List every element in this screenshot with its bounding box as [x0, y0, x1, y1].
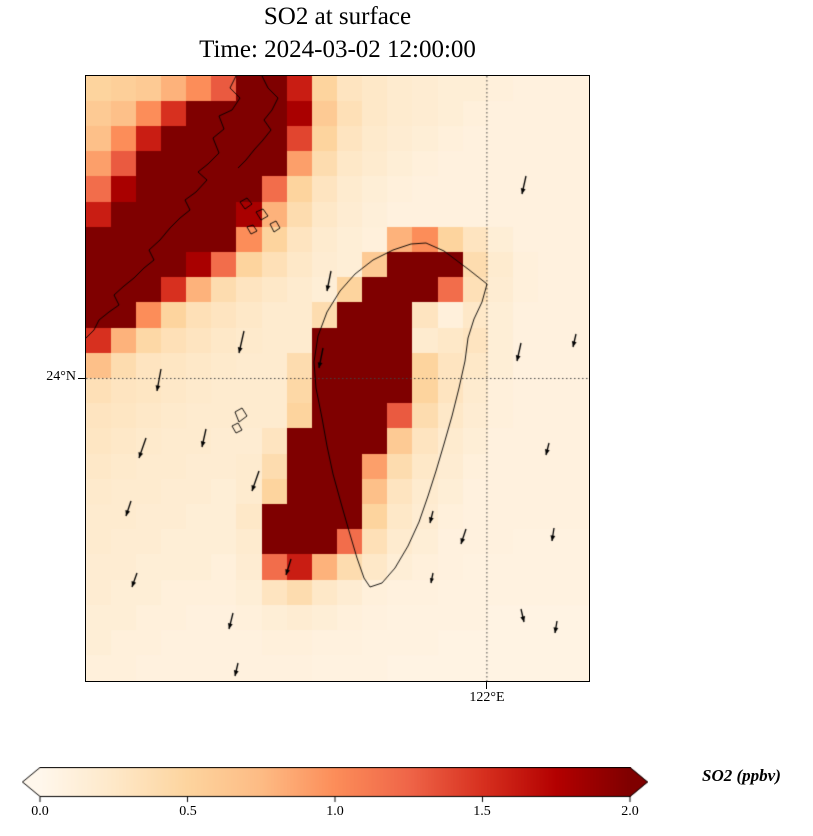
colorbar-tick-label: 1.0 [326, 804, 344, 819]
colorbar-canvas [22, 767, 648, 803]
colorbar-tick-label: 0.5 [179, 804, 197, 819]
y-axis-tick-mark [78, 378, 85, 379]
figure-subtitle: Time: 2024-03-02 12:00:00 [199, 36, 476, 63]
colorbar-tick-label: 0.0 [31, 804, 49, 819]
colorbar-tick-label: 2.0 [621, 804, 639, 819]
map-panel [85, 75, 590, 682]
x-axis-tick-label: 122°E [469, 690, 505, 705]
x-axis-tick-mark [486, 682, 487, 689]
map-canvas [86, 76, 589, 681]
colorbar-tick-label: 1.5 [473, 804, 491, 819]
colorbar-label: SO2 (ppbv) [702, 766, 781, 785]
y-axis-tick-label: 24°N [46, 369, 76, 384]
figure-title: SO2 at surface [263, 3, 412, 30]
